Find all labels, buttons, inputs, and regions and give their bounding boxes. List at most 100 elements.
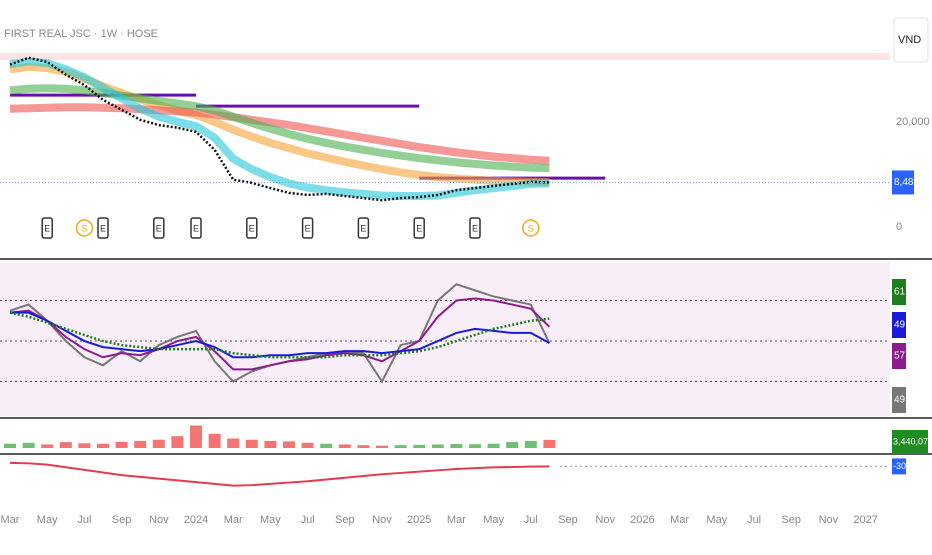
event-label: E <box>193 223 199 233</box>
series-line <box>9 56 550 202</box>
volume-bar <box>543 439 556 448</box>
value-tag <box>892 458 906 475</box>
value-tag <box>892 343 906 369</box>
value-tag-label: 49 <box>894 395 906 406</box>
top-zone <box>0 53 890 60</box>
x-tick-label: Nov <box>819 514 839 526</box>
volume-bar <box>245 439 258 448</box>
event-marker <box>75 219 94 237</box>
x-tick-label: Mar <box>1 514 20 526</box>
volume-bar <box>4 443 16 448</box>
last-price-tag <box>892 170 914 195</box>
event-marker <box>153 217 165 239</box>
volume-bar <box>431 444 444 448</box>
event-label: E <box>156 223 162 233</box>
volume-bar <box>301 442 314 448</box>
last-price-label: 8,480 <box>894 177 919 188</box>
value-tag-label: 49 <box>894 320 906 331</box>
y-tick-label: 0 <box>896 221 902 233</box>
volume-bar <box>413 444 426 448</box>
chart-title: FIRST REAL JSC · 1W · HOSE <box>4 28 158 40</box>
volume-bar <box>357 445 370 448</box>
event-label: E <box>44 223 50 233</box>
volume-bar <box>264 440 277 448</box>
currency-box <box>893 17 929 63</box>
y-tick-label: 20,000 <box>896 116 930 128</box>
series-line <box>9 57 550 200</box>
value-tag <box>892 430 928 454</box>
event-marker <box>301 217 314 239</box>
event-marker <box>357 217 370 239</box>
event-label: E <box>249 223 255 233</box>
volume-bar <box>152 439 165 448</box>
series-line <box>9 84 550 173</box>
volume-bar <box>41 444 54 448</box>
x-tick-label: Nov <box>372 514 392 526</box>
volume-bar <box>469 444 481 448</box>
x-tick-label: May <box>37 514 58 526</box>
volume-label: 3,440,070 <box>893 436 932 446</box>
x-tick-label: 2026 <box>630 514 654 526</box>
event-label: S <box>528 223 534 233</box>
x-tick-label: May <box>706 514 727 526</box>
x-tick-label: Jul <box>747 514 761 526</box>
event-marker <box>522 219 540 237</box>
volume-bar <box>97 443 109 448</box>
volume-bar <box>283 441 295 448</box>
rsi-band <box>0 262 890 416</box>
volume-bar <box>394 445 407 448</box>
volume-bar <box>171 436 184 448</box>
series-line <box>9 311 550 359</box>
volume-bar <box>338 444 351 448</box>
x-tick-label: Sep <box>112 514 132 526</box>
volume-bar <box>59 442 72 448</box>
volume-bar <box>78 443 91 448</box>
x-tick-label: Mar <box>447 514 466 526</box>
x-tick-label: 2024 <box>184 514 208 526</box>
x-tick-label: Sep <box>781 514 801 526</box>
value-tag <box>892 312 906 338</box>
x-tick-label: Nov <box>149 514 169 526</box>
event-label: E <box>472 223 478 233</box>
value-tag-label: 57 <box>894 351 906 362</box>
event-marker <box>97 217 109 239</box>
x-tick-label: 2027 <box>853 514 877 526</box>
event-marker <box>41 217 53 239</box>
x-tick-label: Mar <box>670 514 689 526</box>
event-marker <box>469 217 481 239</box>
event-label: S <box>81 223 87 233</box>
x-tick-label: Jul <box>77 514 91 526</box>
volume-bar <box>376 445 388 448</box>
volume-bar <box>134 440 147 448</box>
volume-bar <box>487 443 500 448</box>
x-tick-label: Jul <box>301 514 315 526</box>
event-marker <box>190 217 202 239</box>
event-marker <box>246 217 258 239</box>
currency: VND <box>898 34 921 46</box>
volume-bar <box>450 443 463 448</box>
x-tick-label: May <box>260 514 281 526</box>
event-label: E <box>100 223 106 233</box>
event-label: E <box>305 223 311 233</box>
event-label: E <box>360 223 366 233</box>
x-tick-label: 2025 <box>407 514 431 526</box>
volume-bar <box>22 442 35 448</box>
event-marker <box>413 217 425 239</box>
series-line <box>10 311 550 359</box>
volume-bar <box>506 442 519 448</box>
volume-bar <box>320 443 333 448</box>
volume-bar <box>524 440 537 448</box>
value-tag-label: -304 <box>893 461 911 471</box>
value-tag-label: 61 <box>894 287 906 298</box>
x-tick-label: Nov <box>595 514 615 526</box>
series-line <box>9 103 550 165</box>
series-line <box>9 297 551 371</box>
series-line <box>9 461 550 487</box>
value-tag <box>892 279 906 305</box>
volume-bar <box>115 441 128 448</box>
x-tick-label: Sep <box>558 514 578 526</box>
volume-bar <box>208 433 221 448</box>
x-tick-label: Sep <box>335 514 355 526</box>
x-tick-label: May <box>483 514 504 526</box>
